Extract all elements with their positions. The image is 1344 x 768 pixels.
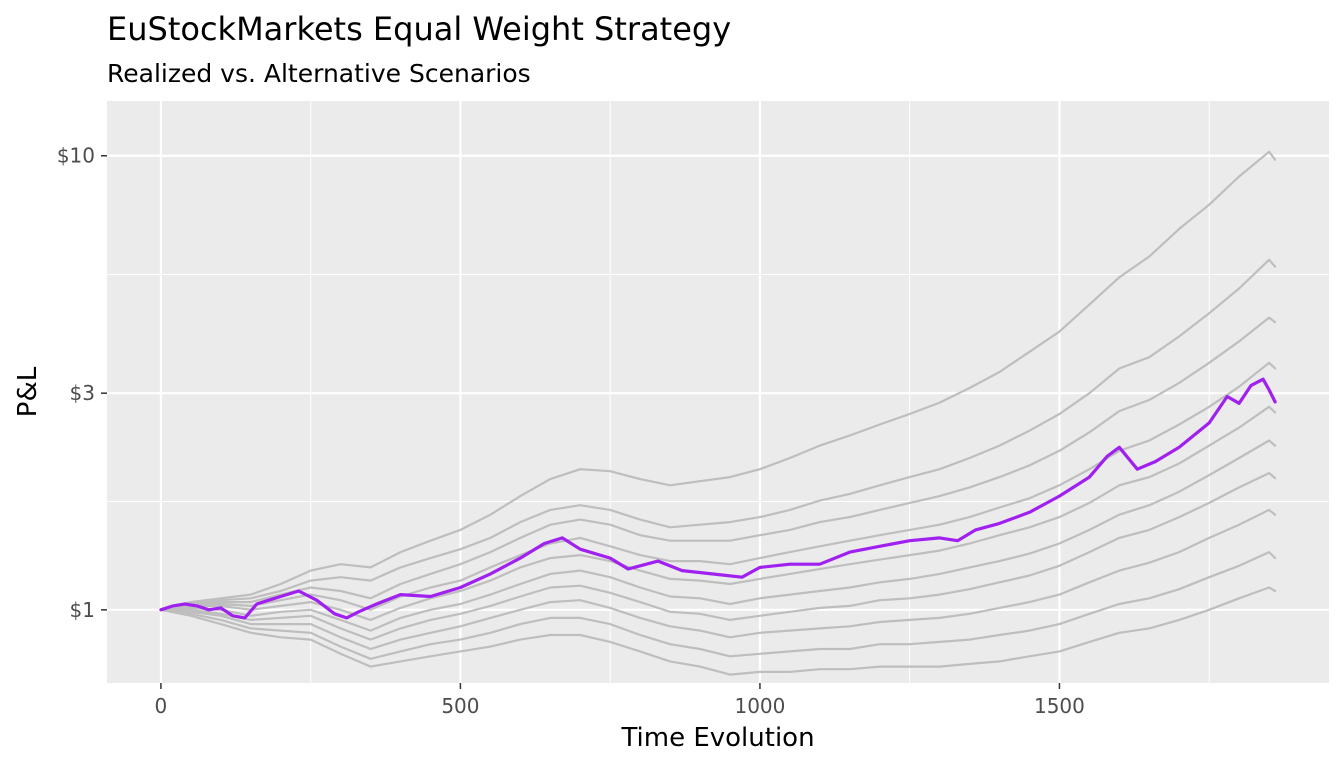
x-tick-label-1: 500 bbox=[441, 694, 479, 718]
x-axis-title: Time Evolution bbox=[620, 723, 814, 753]
scenario-series-line-2 bbox=[159, 316, 1277, 611]
scenario-series-line-7 bbox=[159, 508, 1277, 651]
grid-minor bbox=[107, 101, 1329, 683]
y-tick-label-1: $3 bbox=[70, 381, 95, 405]
series-layer bbox=[159, 150, 1277, 676]
scenario-series-line-4 bbox=[159, 405, 1277, 621]
x-axis: 0 500 1000 1500 bbox=[155, 683, 1085, 718]
chart-subtitle: Realized vs. Alternative Scenarios bbox=[107, 59, 531, 88]
x-tick-label-3: 1500 bbox=[1034, 694, 1085, 718]
scenario-series-line-3 bbox=[159, 361, 1277, 611]
scenario-series-line-8 bbox=[159, 551, 1277, 660]
y-tick-label-2: $10 bbox=[57, 144, 95, 168]
x-tick-label-0: 0 bbox=[155, 694, 168, 718]
x-tick-label-2: 1000 bbox=[734, 694, 785, 718]
scenario-series-line-0 bbox=[159, 150, 1277, 611]
scenario-series-line-6 bbox=[159, 472, 1277, 641]
y-axis-title: P&L bbox=[13, 366, 43, 417]
scenario-series-line-1 bbox=[159, 258, 1277, 611]
realized-series-line bbox=[159, 377, 1277, 620]
y-axis: $1 $3 $10 bbox=[57, 144, 107, 622]
y-tick-label-0: $1 bbox=[70, 598, 95, 622]
scenario-series-line-9 bbox=[159, 586, 1277, 676]
plot-panel bbox=[107, 101, 1329, 683]
scenario-series-line-5 bbox=[159, 439, 1277, 632]
chart-title: EuStockMarkets Equal Weight Strategy bbox=[107, 10, 731, 48]
